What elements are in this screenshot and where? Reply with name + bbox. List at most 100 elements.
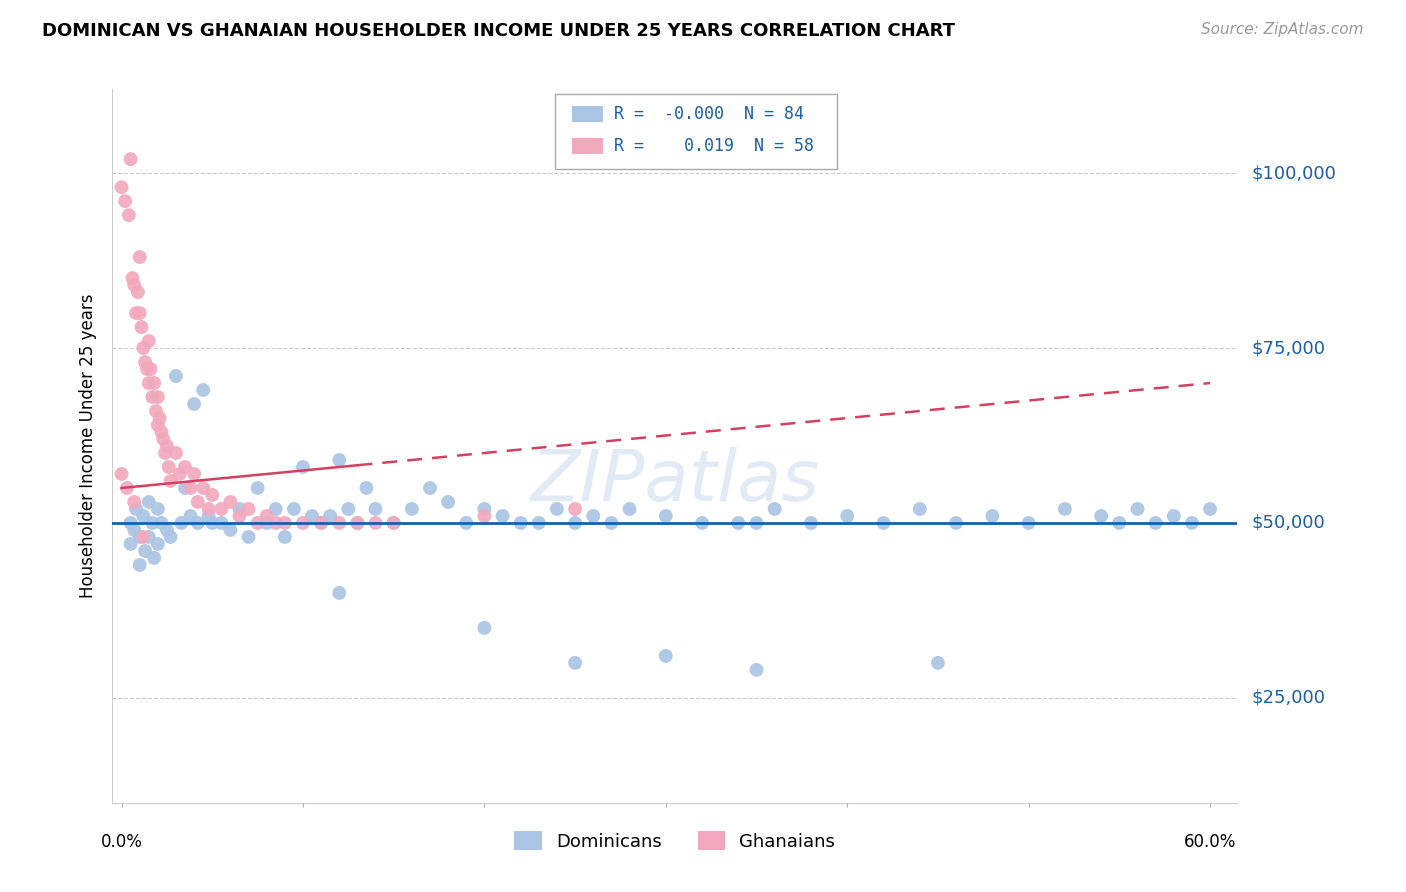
Point <box>153 446 176 460</box>
Point <box>945 516 967 530</box>
Point <box>564 502 586 516</box>
Point <box>564 656 586 670</box>
Point <box>546 502 568 516</box>
Point <box>582 508 605 523</box>
Point <box>509 516 531 530</box>
Point <box>291 460 314 475</box>
Point <box>274 516 297 530</box>
Point <box>264 502 287 516</box>
Point <box>146 502 169 516</box>
Point <box>491 508 513 523</box>
Point <box>156 523 179 537</box>
Text: 60.0%: 60.0% <box>1184 833 1236 851</box>
Point <box>800 516 823 530</box>
Point <box>128 558 150 572</box>
Point <box>127 285 149 299</box>
Point <box>1090 508 1112 523</box>
Point <box>301 508 323 523</box>
Point <box>179 481 201 495</box>
Point <box>179 508 201 523</box>
Point <box>401 502 423 516</box>
Point <box>132 508 155 523</box>
Point <box>419 481 441 495</box>
Point <box>927 656 949 670</box>
Text: ZIPatlas: ZIPatlas <box>530 447 820 516</box>
Point <box>256 516 278 530</box>
Point <box>141 516 163 530</box>
Point <box>128 250 150 264</box>
Legend: Dominicans, Ghanaians: Dominicans, Ghanaians <box>508 824 842 858</box>
Point <box>328 586 350 600</box>
Point <box>256 508 278 523</box>
Point <box>132 341 155 355</box>
Point <box>319 508 342 523</box>
Point <box>619 502 641 516</box>
Point <box>122 495 145 509</box>
Point <box>1018 516 1040 530</box>
Point <box>364 516 387 530</box>
Point <box>1181 516 1204 530</box>
Point <box>122 523 145 537</box>
Point <box>655 508 678 523</box>
Point <box>1053 502 1076 516</box>
Point <box>474 621 496 635</box>
Point <box>291 516 314 530</box>
Point <box>120 537 142 551</box>
Point <box>120 152 142 166</box>
Point <box>125 502 148 516</box>
Point <box>132 530 155 544</box>
Point <box>1126 502 1149 516</box>
Point <box>228 508 250 523</box>
Point <box>745 516 768 530</box>
Point <box>122 278 145 293</box>
Point <box>246 516 269 530</box>
Point <box>456 516 478 530</box>
Point <box>120 516 142 530</box>
Point <box>364 502 387 516</box>
Point <box>197 508 219 523</box>
Text: R =    0.019  N = 58: R = 0.019 N = 58 <box>614 137 814 155</box>
Point <box>110 467 132 481</box>
Point <box>283 502 305 516</box>
Point <box>600 516 623 530</box>
Point <box>219 495 242 509</box>
Point <box>382 516 405 530</box>
Text: $25,000: $25,000 <box>1251 689 1326 706</box>
Point <box>346 516 368 530</box>
Point <box>136 362 159 376</box>
Point <box>145 404 167 418</box>
Point <box>981 508 1004 523</box>
Point <box>908 502 931 516</box>
Point <box>837 508 859 523</box>
Point <box>141 390 163 404</box>
Point <box>174 460 197 475</box>
Y-axis label: Householder Income Under 25 years: Householder Income Under 25 years <box>79 293 97 599</box>
Point <box>187 516 209 530</box>
Point <box>309 516 332 530</box>
Point <box>228 502 250 516</box>
Point <box>209 516 232 530</box>
Text: 0.0%: 0.0% <box>101 833 142 851</box>
Point <box>165 369 187 384</box>
Point <box>150 516 173 530</box>
Point <box>246 481 269 495</box>
Point <box>356 481 378 495</box>
Point <box>238 502 260 516</box>
Point <box>527 516 550 530</box>
Point <box>474 508 496 523</box>
Point <box>125 306 148 320</box>
Point <box>309 516 332 530</box>
Text: $100,000: $100,000 <box>1251 164 1336 182</box>
Point <box>219 523 242 537</box>
Point <box>128 306 150 320</box>
Point <box>328 453 350 467</box>
Point <box>149 411 172 425</box>
Point <box>872 516 894 530</box>
Point <box>745 663 768 677</box>
Point <box>437 495 460 509</box>
Point <box>143 550 166 565</box>
Point <box>174 481 197 495</box>
Point <box>337 502 360 516</box>
Point <box>382 516 405 530</box>
Point <box>474 502 496 516</box>
